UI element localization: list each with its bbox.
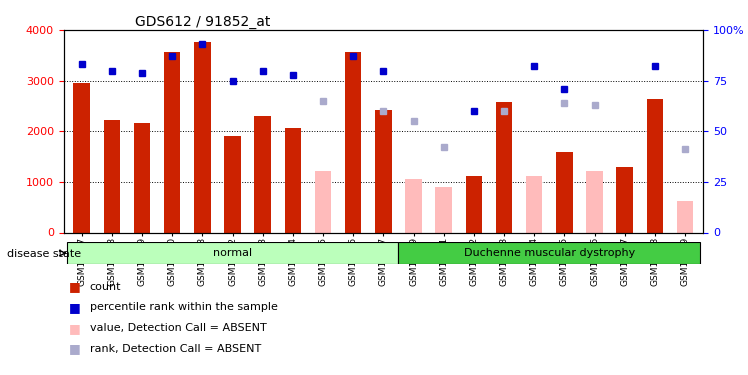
Bar — [556, 152, 573, 232]
Bar — [586, 171, 603, 232]
Text: ■: ■ — [69, 280, 81, 293]
Text: rank, Detection Call = ABSENT: rank, Detection Call = ABSENT — [90, 344, 261, 354]
Text: normal: normal — [213, 248, 252, 258]
Bar — [67, 242, 399, 264]
Bar — [194, 42, 211, 232]
Text: ■: ■ — [69, 301, 81, 314]
Bar — [103, 120, 120, 232]
Bar — [224, 136, 241, 232]
Text: ■: ■ — [69, 322, 81, 334]
Text: count: count — [90, 282, 121, 292]
Text: ■: ■ — [69, 342, 81, 355]
Text: percentile rank within the sample: percentile rank within the sample — [90, 303, 278, 312]
Text: disease state: disease state — [7, 249, 82, 259]
Bar — [375, 110, 392, 232]
Bar — [435, 187, 452, 232]
Bar — [345, 52, 361, 232]
Bar — [73, 83, 90, 232]
Text: GDS612 / 91852_at: GDS612 / 91852_at — [135, 15, 270, 29]
Bar — [134, 123, 150, 232]
Text: value, Detection Call = ABSENT: value, Detection Call = ABSENT — [90, 323, 266, 333]
Bar — [399, 242, 700, 264]
Bar — [315, 171, 331, 232]
Bar — [164, 52, 180, 232]
Bar — [526, 176, 542, 232]
Bar — [465, 176, 482, 232]
Bar — [646, 99, 663, 232]
Bar — [677, 201, 693, 232]
Bar — [254, 116, 271, 232]
Text: Duchenne muscular dystrophy: Duchenne muscular dystrophy — [464, 248, 635, 258]
Bar — [284, 128, 301, 232]
Bar — [496, 102, 512, 232]
Bar — [405, 179, 422, 232]
Bar — [616, 166, 633, 232]
